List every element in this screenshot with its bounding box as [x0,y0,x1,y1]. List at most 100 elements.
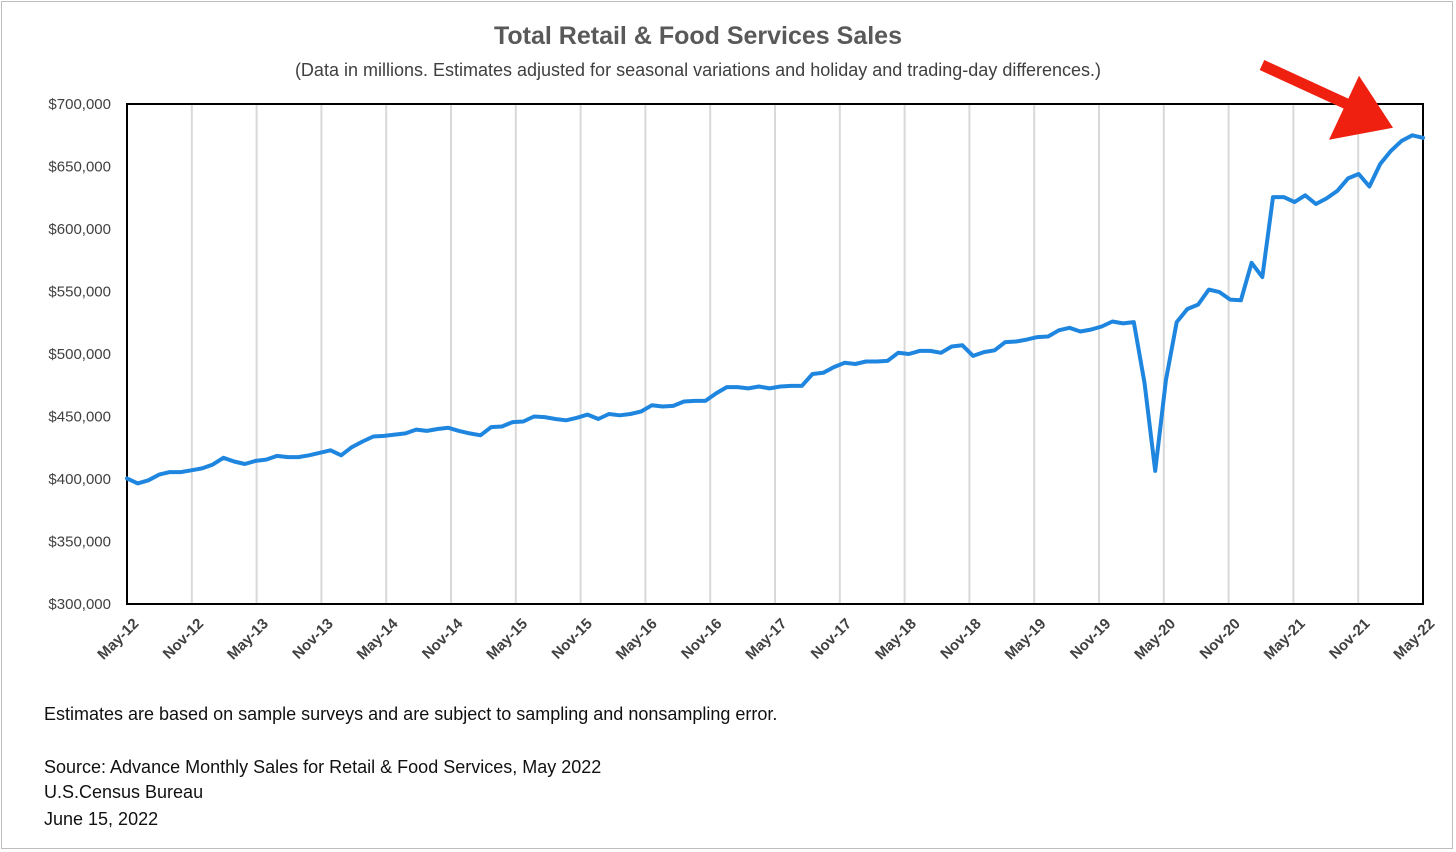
data-point [596,417,600,421]
y-tick-label: $400,000 [48,471,111,488]
data-point [511,420,515,424]
data-point [1421,136,1425,140]
y-tick-label: $300,000 [48,596,111,613]
data-point [714,391,718,395]
data-point [810,372,814,376]
data-point [1378,162,1382,166]
data-point [789,384,793,388]
chart-title: Total Retail & Food Services Sales [493,22,902,50]
x-tick-label: Nov-16 [678,615,725,662]
data-point [864,360,868,364]
data-point [768,386,772,390]
data-point [436,427,440,431]
data-point [725,385,729,389]
chart-subtitle: (Data in millions. Estimates adjusted fo… [294,60,1102,80]
data-point [1100,325,1104,329]
data-point [1357,172,1361,176]
sampling-note: Estimates are based on sample surveys an… [44,704,778,724]
x-tick-label: Nov-15 [549,615,596,662]
data-point [371,435,375,439]
data-point [200,466,204,470]
data-point [414,428,418,432]
data-point [393,433,397,437]
data-point [136,481,140,485]
data-point [350,445,354,449]
data-point [960,343,964,347]
data-point [971,354,975,358]
data-point [628,412,632,416]
data-point [1292,200,1296,204]
y-tick-label: $600,000 [48,221,111,238]
data-point [403,431,407,435]
data-point [339,453,343,457]
data-point [939,351,943,355]
data-point [575,416,579,420]
data-point [1143,381,1147,385]
data-point [1400,139,1404,143]
data-point [843,361,847,365]
source-line: Source: Advance Monthly Sales for Retail… [44,757,602,777]
x-tick-label: May-13 [224,615,272,663]
data-point [671,404,675,408]
data-point [264,458,268,462]
data-point [1346,176,1350,180]
data-point [821,371,825,375]
data-point [168,470,172,474]
data-point [896,351,900,355]
data-point [885,359,889,363]
data-point [254,459,258,463]
data-point [1335,189,1339,193]
data-point [1003,340,1007,344]
x-tick-label: May-12 [94,615,142,663]
data-point [1068,326,1072,330]
data-point [1303,193,1307,197]
data-point [1228,298,1232,302]
data-point [211,463,215,467]
data-point [618,413,622,417]
data-point [425,429,429,433]
data-point [928,349,932,353]
data-point [1035,335,1039,339]
y-tick-label: $550,000 [48,284,111,301]
data-point [1271,195,1275,199]
data-point [800,384,804,388]
data-point [1132,320,1136,324]
data-point [982,350,986,354]
data-point [457,429,461,433]
data-point [532,415,536,419]
data-point [778,385,782,389]
x-tick-label: May-17 [742,615,790,663]
data-point [607,412,611,416]
data-point [307,453,311,457]
data-point [125,476,129,480]
source-agency: U.S.Census Bureau [44,782,204,802]
data-point [1207,288,1211,292]
data-point [500,425,504,429]
data-point [757,385,761,389]
plot-area-border [126,103,1424,605]
data-point [639,410,643,414]
y-tick-label: $450,000 [48,409,111,426]
data-point [468,431,472,435]
data-point [1175,320,1179,324]
x-tick-label: May-21 [1261,615,1309,663]
data-point [179,470,183,474]
data-point [382,434,386,438]
data-point [543,415,547,419]
data-point [661,405,665,409]
data-point [1078,330,1082,334]
x-tick-label: Nov-20 [1197,615,1244,662]
y-tick-label: $350,000 [48,534,111,551]
data-point [746,386,750,390]
data-point [521,420,525,424]
data-point [478,433,482,437]
data-point [703,399,707,403]
data-point [1260,275,1264,279]
data-point [189,468,193,472]
x-tick-label: Nov-12 [160,615,207,662]
data-point [275,454,279,458]
x-tick-label: May-18 [872,615,920,663]
y-tick-label: $500,000 [48,346,111,363]
data-point [1389,149,1393,153]
data-point [286,455,290,459]
